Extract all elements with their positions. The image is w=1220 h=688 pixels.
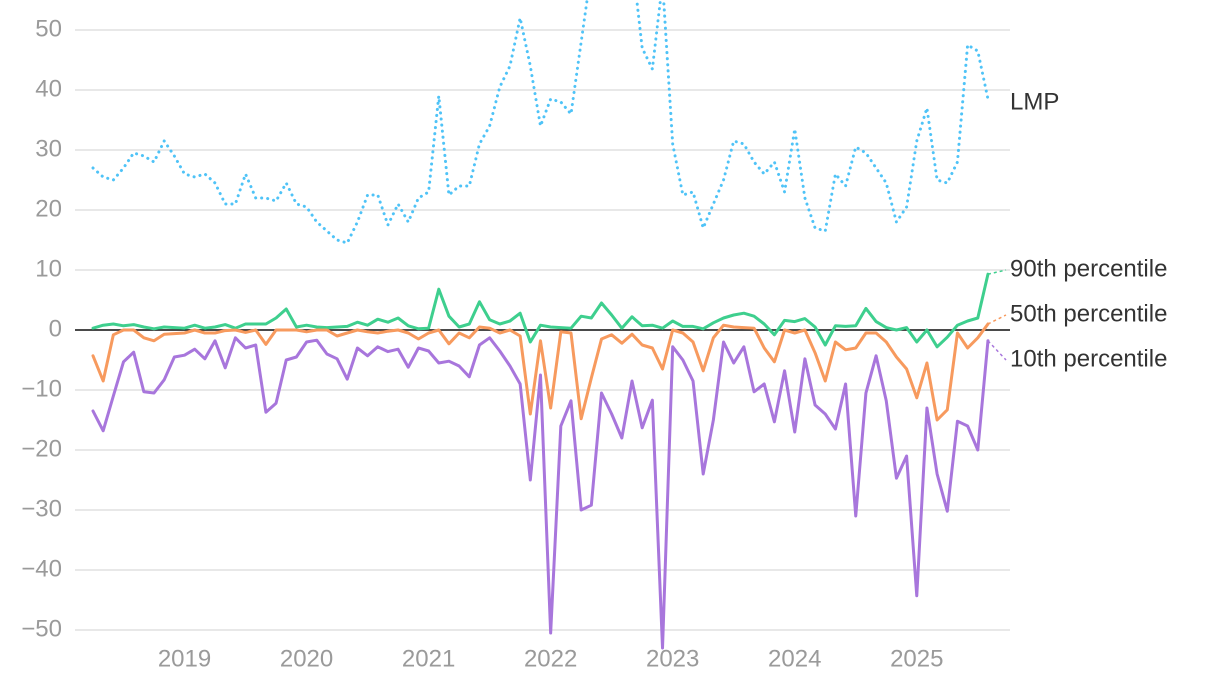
y-tick-label: −40	[21, 555, 62, 582]
series-label: 10th percentile	[1010, 345, 1167, 372]
y-tick-label: 20	[35, 195, 62, 222]
y-tick-label: 40	[35, 75, 62, 102]
x-tick-label: 2020	[280, 645, 333, 672]
x-tick-label: 2019	[158, 645, 211, 672]
x-tick-label: 2023	[646, 645, 699, 672]
plot-area	[91, 0, 990, 650]
series-line	[91, 322, 990, 422]
series-label: LMP	[1010, 88, 1059, 115]
y-tick-label: 0	[49, 315, 62, 342]
label-leader	[987, 314, 1007, 325]
series-line	[91, 272, 990, 349]
series-line	[91, 336, 990, 650]
series-label: 90th percentile	[1010, 255, 1167, 282]
y-tick-label: −10	[21, 375, 62, 402]
x-tick-label: 2025	[890, 645, 943, 672]
x-tick-label: 2022	[524, 645, 577, 672]
y-tick-label: 50	[35, 15, 62, 42]
y-tick-label: −50	[21, 615, 62, 642]
x-tick-label: 2021	[402, 645, 455, 672]
label-leader	[987, 340, 1007, 361]
y-tick-label: −20	[21, 435, 62, 462]
y-tick-label: 30	[35, 135, 62, 162]
labels: −50 −40 −30 −20 −10 0 10 20 30 40 50 2019 2020 2021 20…	[21, 15, 1167, 672]
series-line	[91, 0, 990, 245]
x-tick-label: 2024	[768, 645, 821, 672]
y-tick-label: 10	[35, 255, 62, 282]
series-label: 50th percentile	[1010, 300, 1167, 327]
y-tick-label: −30	[21, 495, 62, 522]
grid	[75, 29, 1010, 631]
